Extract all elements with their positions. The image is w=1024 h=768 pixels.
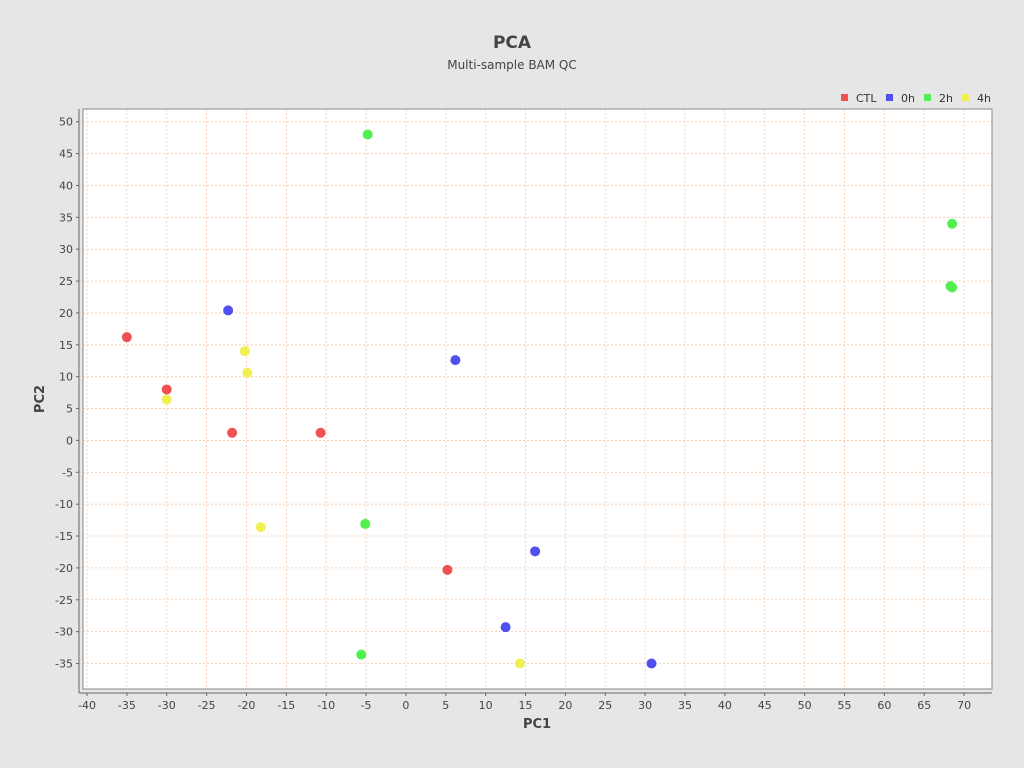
y-tick-label: 50 [59, 116, 73, 129]
plot-area [83, 109, 992, 689]
legend-label-0h: 0h [901, 92, 915, 105]
legend-swatch-0h [886, 94, 893, 101]
legend-swatch-ctl [841, 94, 848, 101]
y-axis-ticks: -35 -30 -25 -20 -15 -10 -5 0 5 10 15 20 25 30 35 40 45 50 [55, 116, 79, 671]
x-tick-label: 40 [718, 699, 732, 712]
legend-swatch-4h [962, 94, 969, 101]
y-tick-label: 45 [59, 148, 73, 161]
y-tick-label: 40 [59, 179, 73, 192]
x-tick-label: 50 [798, 699, 812, 712]
plot-border [82, 108, 993, 690]
axes [78, 109, 992, 694]
y-tick-label: 30 [59, 243, 73, 256]
y-tick-label: 15 [59, 339, 73, 352]
legend-label-ctl: CTL [856, 92, 877, 105]
x-tick-label: 45 [758, 699, 772, 712]
data-point-2h [362, 129, 373, 140]
y-tick-label: -25 [55, 594, 73, 607]
x-tick-label: 15 [519, 699, 533, 712]
data-point-2h [356, 649, 367, 660]
legend-swatch-2h [924, 94, 931, 101]
x-tick-label: -20 [237, 699, 255, 712]
data-point-4h [161, 394, 172, 405]
x-tick-label: -15 [277, 699, 295, 712]
y-tick-label: 10 [59, 371, 73, 384]
x-tick-label: 25 [598, 699, 612, 712]
x-tick-label: -35 [118, 699, 136, 712]
data-point-0h [450, 355, 461, 366]
data-point-0h [530, 546, 541, 557]
x-axis-ticks: -40 -35 -30 -25 -20 -15 -10 -5 0 5 10 15 20 25 30 35 40 4… [78, 693, 971, 712]
y-tick-label: 5 [66, 403, 73, 416]
y-tick-label: -15 [55, 530, 73, 543]
x-tick-label: 30 [638, 699, 652, 712]
data-point-ctl [227, 427, 238, 438]
x-tick-label: 65 [917, 699, 931, 712]
x-tick-label: -30 [158, 699, 176, 712]
y-tick-label: 35 [59, 211, 73, 224]
grid-lines [83, 109, 992, 689]
x-tick-label: 5 [442, 699, 449, 712]
chart-title: PCA [493, 33, 532, 53]
data-point-2h [947, 282, 958, 293]
data-point-2h [947, 218, 958, 229]
y-tick-label: -35 [55, 658, 73, 671]
y-tick-label: 20 [59, 307, 73, 320]
x-tick-label: 0 [402, 699, 409, 712]
x-tick-label: -25 [198, 699, 216, 712]
data-point-ctl [121, 332, 132, 343]
x-tick-label: -40 [78, 699, 96, 712]
x-tick-label: -10 [317, 699, 335, 712]
data-point-ctl [315, 427, 326, 438]
data-point-4h [242, 367, 253, 378]
data-point-ctl [442, 564, 453, 575]
y-tick-label: 25 [59, 275, 73, 288]
x-tick-label: 60 [877, 699, 891, 712]
y-tick-label: -10 [55, 498, 73, 511]
data-point-0h [500, 622, 511, 633]
data-point-0h [646, 658, 657, 669]
x-tick-label: 20 [558, 699, 572, 712]
chart-subtitle: Multi-sample BAM QC [447, 58, 577, 72]
data-point-2h [360, 518, 371, 529]
data-point-4h [514, 658, 525, 669]
y-tick-label: 0 [66, 434, 73, 447]
x-axis-label: PC1 [523, 717, 551, 732]
x-tick-label: 10 [479, 699, 493, 712]
y-tick-label: -30 [55, 626, 73, 639]
x-tick-label: -5 [361, 699, 372, 712]
legend-label-2h: 2h [939, 92, 953, 105]
legend: CTL 0h 2h 4h [841, 92, 991, 105]
x-tick-label: 35 [678, 699, 692, 712]
x-tick-label: 55 [837, 699, 851, 712]
y-tick-label: -20 [55, 562, 73, 575]
data-point-4h [239, 346, 250, 357]
data-point-ctl [161, 384, 172, 395]
y-tick-label: -5 [62, 466, 73, 479]
data-point-4h [255, 522, 266, 533]
x-tick-label: 70 [957, 699, 971, 712]
y-axis-label: PC2 [33, 385, 48, 413]
data-point-0h [223, 305, 234, 316]
legend-label-4h: 4h [977, 92, 991, 105]
data-points [121, 129, 958, 669]
